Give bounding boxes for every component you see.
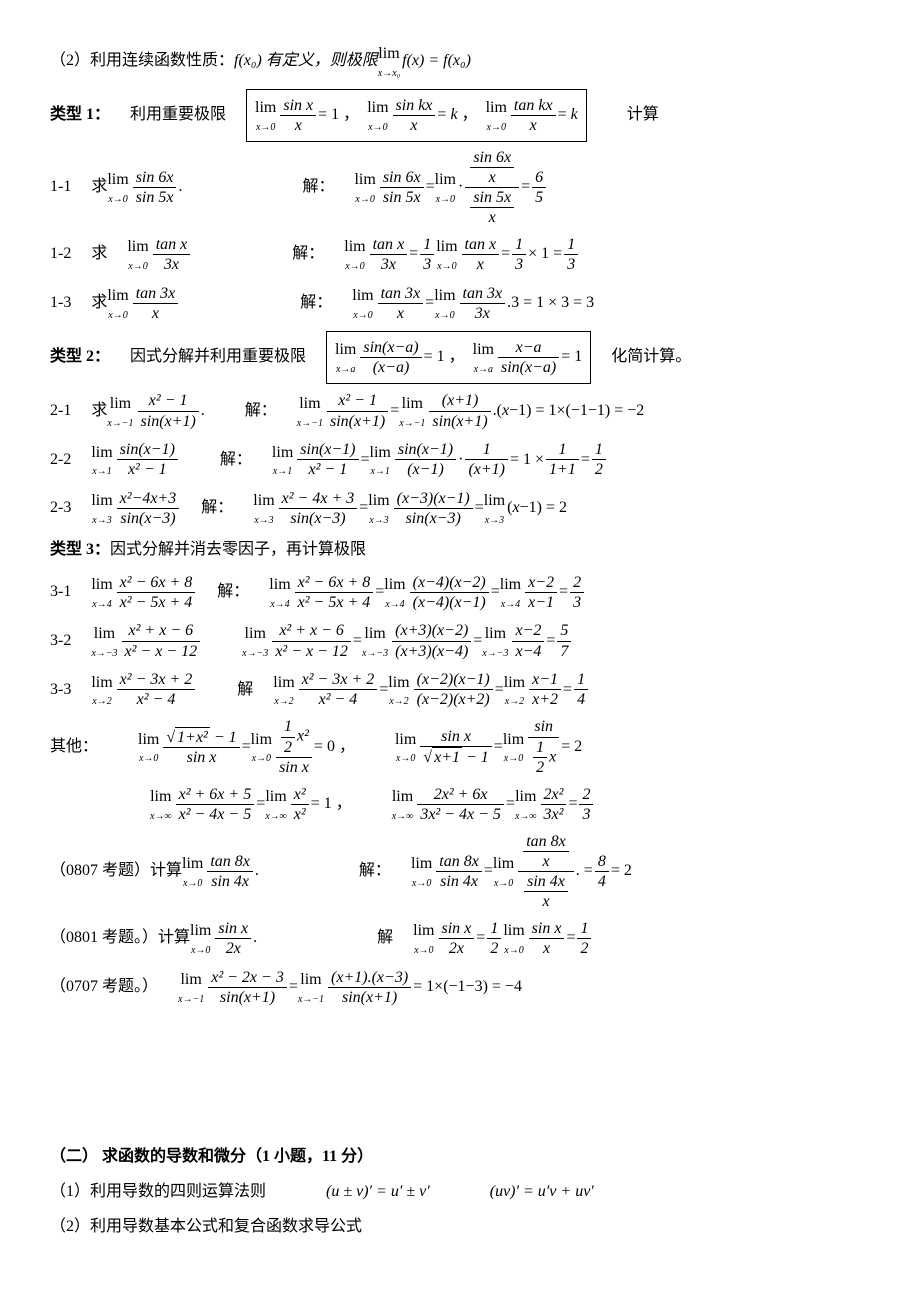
type1-header: 类型 1： 利用重要极限 limx→0 sin xx = 1 ， limx→0 … xyxy=(50,89,870,142)
type3-header: 类型 3： 因式分解并消去零因子，再计算极限 xyxy=(50,536,870,565)
type1-desc: 利用重要极限 xyxy=(130,101,226,130)
exam-0807: （0807 考题）计算 limx→0 tan 8xsin 4x . 解： lim… xyxy=(50,832,870,912)
problem-1-3: 1-3 求 limx→0 tan 3xx 解： limx→0 tan 3xx =… xyxy=(50,282,870,325)
problem-1-1: 1-1 求 limx→0 sin 6xsin 5x . 解： limx→0 si… xyxy=(50,148,870,228)
problem-3-2: 3-2 limx→−3 x² + x − 6x² − x − 12 limx→−… xyxy=(50,620,870,663)
problem-3-3: 3-3 limx→2 x² − 3x + 2x² − 4 解 limx→2 x²… xyxy=(50,669,870,712)
exam-0801-label: （0801 考题。）计算 xyxy=(50,924,190,953)
section-2-rule-1: （1）利用导数的四则运算法则 (u ± v)′ = u′ ± v′ (uv)′ … xyxy=(50,1178,870,1207)
others-2: limx→∞ x² + 6x + 5x² − 4x − 5 = limx→∞ x… xyxy=(90,783,870,826)
exam-0707-label: （0707 考题。） xyxy=(50,973,158,1002)
type2-header: 类型 2： 因式分解并利用重要极限 limx→a sin(x−a)(x−a) =… xyxy=(50,331,870,384)
type2-label: 类型 2： xyxy=(50,343,110,372)
section-2-rule-2: （2）利用导数基本公式和复合函数求导公式 xyxy=(50,1213,870,1242)
intro-text: （2）利用连续函数性质： xyxy=(50,47,234,76)
problem-2-2: 2-2 limx→1 sin(x−1)x² − 1 解： limx→1 sin(… xyxy=(50,439,870,482)
type2-box: limx→a sin(x−a)(x−a) = 1 ， limx→a x−asin… xyxy=(326,331,591,384)
exam-0807-label: （0807 考题）计算 xyxy=(50,857,182,886)
type1-box: limx→0 sin xx = 1 ， limx→0 sin kxx = k ，… xyxy=(246,89,587,142)
exam-0801: （0801 考题。）计算 limx→0 sin x2x . 解 limx→0 s… xyxy=(50,917,870,960)
intro-eq: f(x) = f(x₀) xyxy=(402,47,471,76)
type1-label: 类型 1： xyxy=(50,101,110,130)
lim-symbol: limx→x₀ xyxy=(378,40,400,83)
problem-1-2: 1-2 求 limx→0 tan x3x 解： limx→0 tan x3x =… xyxy=(50,233,870,276)
intro-continuity: （2）利用连续函数性质： f(x₀) 有定义，则极限 limx→x₀ f(x) … xyxy=(50,40,870,83)
type1-calc: 计算 xyxy=(627,101,659,130)
problem-2-1: 2-1 求 limx→−1 x² − 1sin(x+1) . 解： limx→−… xyxy=(50,390,870,433)
others-1: 其他： limx→0 √1+x² − 1sin x = limx→0 12x²s… xyxy=(50,717,870,777)
type3-label: 类型 3： xyxy=(50,536,110,565)
type2-desc: 因式分解并利用重要极限 xyxy=(130,343,306,372)
intro-fx0: f(x₀) 有定义，则极限 xyxy=(234,47,378,76)
exam-0707: （0707 考题。） limx→−1 x² − 2x − 3sin(x+1) =… xyxy=(50,966,870,1009)
problem-2-3: 2-3 limx→3 x²−4x+3sin(x−3) 解： limx→3 x² … xyxy=(50,487,870,530)
section-2-title: （二） 求函数的导数和微分（1 小题，11 分） xyxy=(50,1143,870,1172)
type2-calc: 化简计算。 xyxy=(611,343,691,372)
problem-3-1: 3-1 limx→4 x² − 6x + 8x² − 5x + 4 解： lim… xyxy=(50,571,870,614)
type3-desc: 因式分解并消去零因子，再计算极限 xyxy=(110,536,366,565)
others-label: 其他： xyxy=(50,733,98,762)
